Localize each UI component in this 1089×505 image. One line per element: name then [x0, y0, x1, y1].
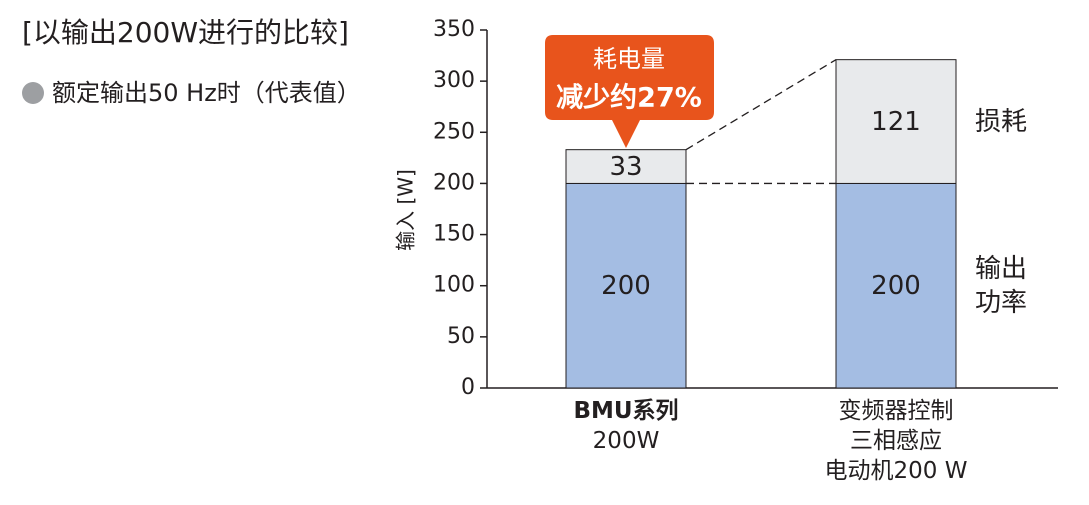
chart-title: [以输出200W进行的比较]: [22, 16, 349, 49]
y-tick-label: 100: [433, 273, 475, 298]
data-label: 200: [601, 271, 651, 301]
y-tick-label: 0: [461, 375, 475, 400]
y-tick-label: 350: [433, 17, 475, 42]
data-label: 121: [871, 107, 921, 137]
bar-segment: [835, 59, 957, 184]
x-tick-label-line: 三相感应: [850, 428, 942, 454]
x-tick-label-line: 200W: [593, 428, 660, 454]
x-tick-label-line: 电动机200 W: [825, 458, 968, 484]
callout-text: 耗电量: [593, 45, 665, 73]
bar-segment: [565, 149, 687, 184]
data-label: 200: [871, 271, 921, 301]
y-axis-label: 输入 [W]: [394, 169, 418, 251]
x-tick-label: 变频器控制三相感应电动机200 W: [825, 398, 968, 484]
bar-segment: [835, 182, 957, 389]
callout-text: 减少约27%: [556, 83, 702, 114]
data-label: 33: [609, 152, 642, 182]
y-tick-label: 150: [433, 222, 475, 247]
legend-label: 损耗: [975, 106, 1028, 137]
x-tick-label: BMU系列 200W: [573, 398, 678, 454]
connector: [685, 59, 837, 151]
y-tick-label: 200: [433, 170, 475, 195]
x-tick-label-line: 变频器控制: [839, 398, 954, 424]
y-tick-label: 50: [447, 324, 475, 349]
y-tick-label: 250: [433, 119, 475, 144]
bullet: [22, 82, 44, 104]
y-tick-label: 300: [433, 68, 475, 93]
legend-label: 输出功率: [975, 253, 1028, 318]
chart-subtitle: 额定输出50 Hz时（代表值）: [52, 79, 361, 107]
x-tick-label-line: BMU系列: [573, 398, 678, 424]
callout: [545, 35, 714, 148]
